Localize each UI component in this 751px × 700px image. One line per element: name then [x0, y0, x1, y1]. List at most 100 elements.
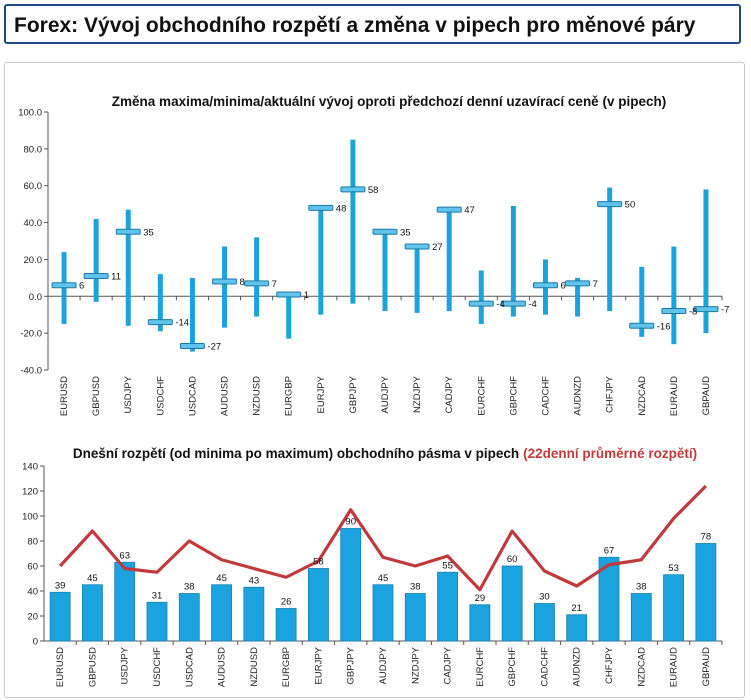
current-value-label: -4 [496, 299, 504, 310]
range-chart-y-ticks: 100.0 80.0 60.0 40.0 20.0 0.0 -20.0 -40.0 [18, 108, 48, 377]
current-value-label: 11 [111, 272, 121, 283]
current-marker [244, 280, 270, 287]
x-tick-label: NZDUSD [252, 376, 263, 416]
range-bar [639, 266, 645, 337]
spread-bar [695, 543, 717, 642]
current-value-label: -8 [689, 307, 697, 318]
x-tick-label: GBPJPY [346, 646, 357, 684]
range-bar [671, 246, 677, 345]
x-tick-label: GBPUSD [87, 647, 98, 687]
current-value-label: -7 [721, 305, 729, 316]
x-tick-label: AUDNZD [572, 647, 583, 687]
x-tick-label: CADCHF [540, 376, 551, 416]
spread-chart-title-highlight: (22denní průměrné rozpětí) [523, 446, 697, 461]
x-tick-label: NZDJPY [410, 646, 421, 684]
current-value-label: 27 [432, 242, 443, 253]
spread-bar [243, 586, 265, 642]
range-bar [254, 237, 260, 317]
spread-chart-x-ticks: EURUSD GBPUSD USDJPY USDCHF USDCAD AUDUSD NZDU… [55, 641, 723, 687]
range-chart-title: Změna maxima/minima/aktuální vývoj oprot… [112, 94, 666, 109]
current-value-label: -4 [528, 299, 536, 310]
spread-bar [663, 574, 684, 642]
spread-value-label: 60 [507, 554, 518, 565]
current-marker [597, 201, 623, 208]
range-bar [157, 274, 163, 332]
x-tick-label: USDJPY [123, 375, 134, 413]
current-marker [468, 300, 494, 307]
spread-bar [49, 591, 71, 642]
x-tick-label: EURCHF [476, 376, 487, 416]
y-tick-label: 20.0 [24, 255, 43, 266]
y-tick-label: 40 [27, 587, 38, 598]
current-value-label: 48 [336, 203, 347, 214]
spread-bar [437, 571, 458, 642]
y-tick-label: 40.0 [24, 218, 43, 229]
y-tick-label: 60 [27, 562, 38, 573]
current-marker [693, 306, 719, 313]
range-chart-x-ticks: EURUSD GBPUSD USDJPY USDCHF USDCAD AUDUSD NZDU… [59, 296, 723, 416]
current-marker [115, 228, 141, 235]
spread-bar [82, 584, 103, 642]
x-tick-label: USDCAD [187, 376, 198, 416]
y-tick-label: 0 [33, 637, 38, 648]
x-tick-label: AUDNZD [573, 376, 584, 416]
x-tick-label: GBPAUD [701, 376, 712, 416]
range-bar [607, 187, 613, 312]
current-marker [436, 206, 462, 213]
spread-chart-title: Dnešní rozpětí (od minima po maximum) ob… [73, 446, 697, 461]
current-marker [308, 204, 334, 211]
spread-chart-bars [49, 528, 717, 642]
x-tick-label: USDCAD [184, 647, 195, 687]
x-tick-label: USDCHF [152, 647, 163, 687]
spread-bar [146, 601, 168, 642]
current-value-label: 47 [464, 205, 475, 216]
spread-bar [598, 556, 620, 642]
y-tick-label: -20.0 [20, 329, 42, 340]
x-tick-label: CHFJPY [605, 375, 616, 413]
x-tick-label: USDCHF [155, 376, 166, 416]
current-value-label: 50 [625, 200, 636, 211]
range-bar [125, 209, 131, 326]
x-tick-label: EURUSD [55, 647, 66, 687]
spread-bar [178, 593, 200, 642]
x-tick-label: GBPJPY [348, 375, 359, 413]
current-marker [340, 186, 366, 193]
spread-bar [534, 603, 555, 642]
x-tick-label: AUDJPY [380, 375, 391, 413]
current-value-label: 1 [304, 290, 309, 301]
current-marker [276, 291, 302, 298]
y-tick-label: 120 [22, 487, 38, 498]
current-value-label: 6 [79, 281, 84, 292]
x-tick-label: NZDJPY [412, 375, 423, 413]
spread-chart-average-line [58, 484, 707, 592]
current-marker [179, 343, 205, 350]
range-bar [93, 218, 99, 302]
y-tick-label: 100 [22, 512, 38, 523]
x-tick-label: CADJPY [443, 646, 454, 684]
x-tick-label: EURJPY [313, 646, 324, 684]
page-title: Forex: Vývoj obchodního rozpětí a změna … [14, 14, 696, 37]
spread-bar [630, 593, 652, 642]
current-value-label: 7 [272, 279, 277, 290]
current-value-label: 7 [593, 279, 598, 290]
spread-value-label: 53 [668, 563, 679, 574]
x-tick-label: GBPCHF [508, 376, 519, 416]
x-tick-label: NZDUSD [249, 647, 260, 687]
current-marker [404, 243, 430, 250]
current-marker [51, 282, 77, 289]
spread-value-label: 63 [119, 550, 130, 561]
current-value-label: 6 [560, 281, 565, 292]
charts-panel [4, 62, 745, 698]
x-tick-label: EURGBP [284, 376, 295, 416]
spread-value-label: 58 [313, 557, 324, 568]
spread-bar [275, 608, 297, 642]
range-bar [446, 207, 452, 312]
spread-value-label: 38 [184, 582, 195, 593]
spread-value-label: 90 [345, 517, 356, 528]
range-bar [189, 277, 195, 352]
spread-bar [114, 561, 136, 642]
y-tick-label: 80 [27, 537, 38, 548]
spread-bar [469, 604, 491, 642]
x-tick-label: AUDJPY [378, 646, 389, 684]
